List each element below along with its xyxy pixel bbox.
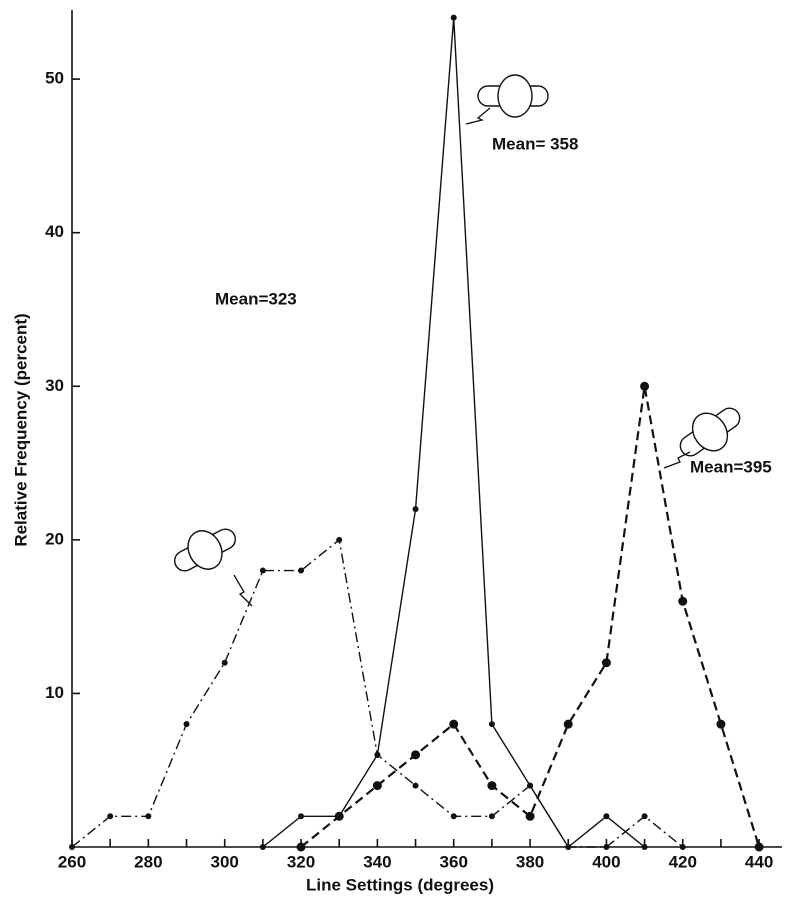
data-point [411, 750, 421, 760]
data-point [336, 536, 343, 543]
y-tick-label: 50 [45, 69, 64, 88]
face-icon [465, 74, 549, 125]
data-point [487, 781, 497, 791]
data-point [372, 781, 382, 791]
data-point [221, 659, 228, 666]
data-point [298, 813, 305, 820]
data-point [754, 842, 764, 852]
x-tick-label: 260 [58, 852, 86, 871]
x-tick-label: 400 [592, 852, 620, 871]
x-tick-label: 360 [440, 852, 468, 871]
series-line [71, 538, 684, 848]
x-tick-label: 380 [516, 852, 544, 871]
x-tick-label: 440 [745, 852, 773, 871]
data-point [450, 813, 457, 820]
data-point [641, 844, 648, 850]
data-point [601, 658, 611, 668]
annotation: Mean=323 [215, 289, 297, 308]
data-point [183, 721, 190, 728]
pointer [233, 574, 253, 607]
data-point [679, 844, 686, 850]
face-icon [173, 528, 237, 572]
data-point [374, 751, 381, 758]
y-axis-label: Relative Frequency (percent) [11, 313, 30, 546]
x-tick-label: 340 [363, 852, 391, 871]
data-point [603, 813, 610, 820]
data-point [563, 719, 573, 729]
x-axis-label: Line Settings (degrees) [306, 875, 494, 894]
data-point [107, 813, 114, 820]
data-point [488, 721, 495, 728]
data-point [259, 567, 266, 574]
data-point [296, 842, 306, 852]
data-point [334, 811, 344, 821]
data-point [412, 506, 419, 513]
data-point [525, 811, 535, 821]
data-point [716, 719, 726, 729]
data-point [678, 596, 688, 606]
data-point [565, 844, 572, 850]
data-point [603, 844, 610, 850]
data-point [69, 844, 75, 850]
y-tick-label: 20 [45, 529, 64, 548]
data-point [527, 782, 534, 789]
y-tick-label: 30 [45, 376, 64, 395]
data-point [259, 844, 266, 850]
data-point [449, 719, 459, 729]
y-tick-label: 10 [45, 683, 64, 702]
data-point [450, 14, 457, 21]
annotation: Mean= 358 [492, 134, 578, 153]
x-tick-label: 280 [134, 852, 162, 871]
data-point [641, 813, 648, 820]
data-point [145, 813, 152, 820]
data-point [640, 381, 650, 391]
pointer [663, 451, 691, 469]
annotation: Mean=395 [690, 457, 772, 476]
x-tick-label: 320 [287, 852, 315, 871]
data-point [412, 782, 419, 789]
y-tick-label: 40 [45, 222, 64, 241]
x-tick-label: 300 [211, 852, 239, 871]
face-icon [679, 407, 741, 457]
data-point [298, 567, 305, 574]
data-point [488, 813, 495, 820]
x-tick-label: 420 [669, 852, 697, 871]
